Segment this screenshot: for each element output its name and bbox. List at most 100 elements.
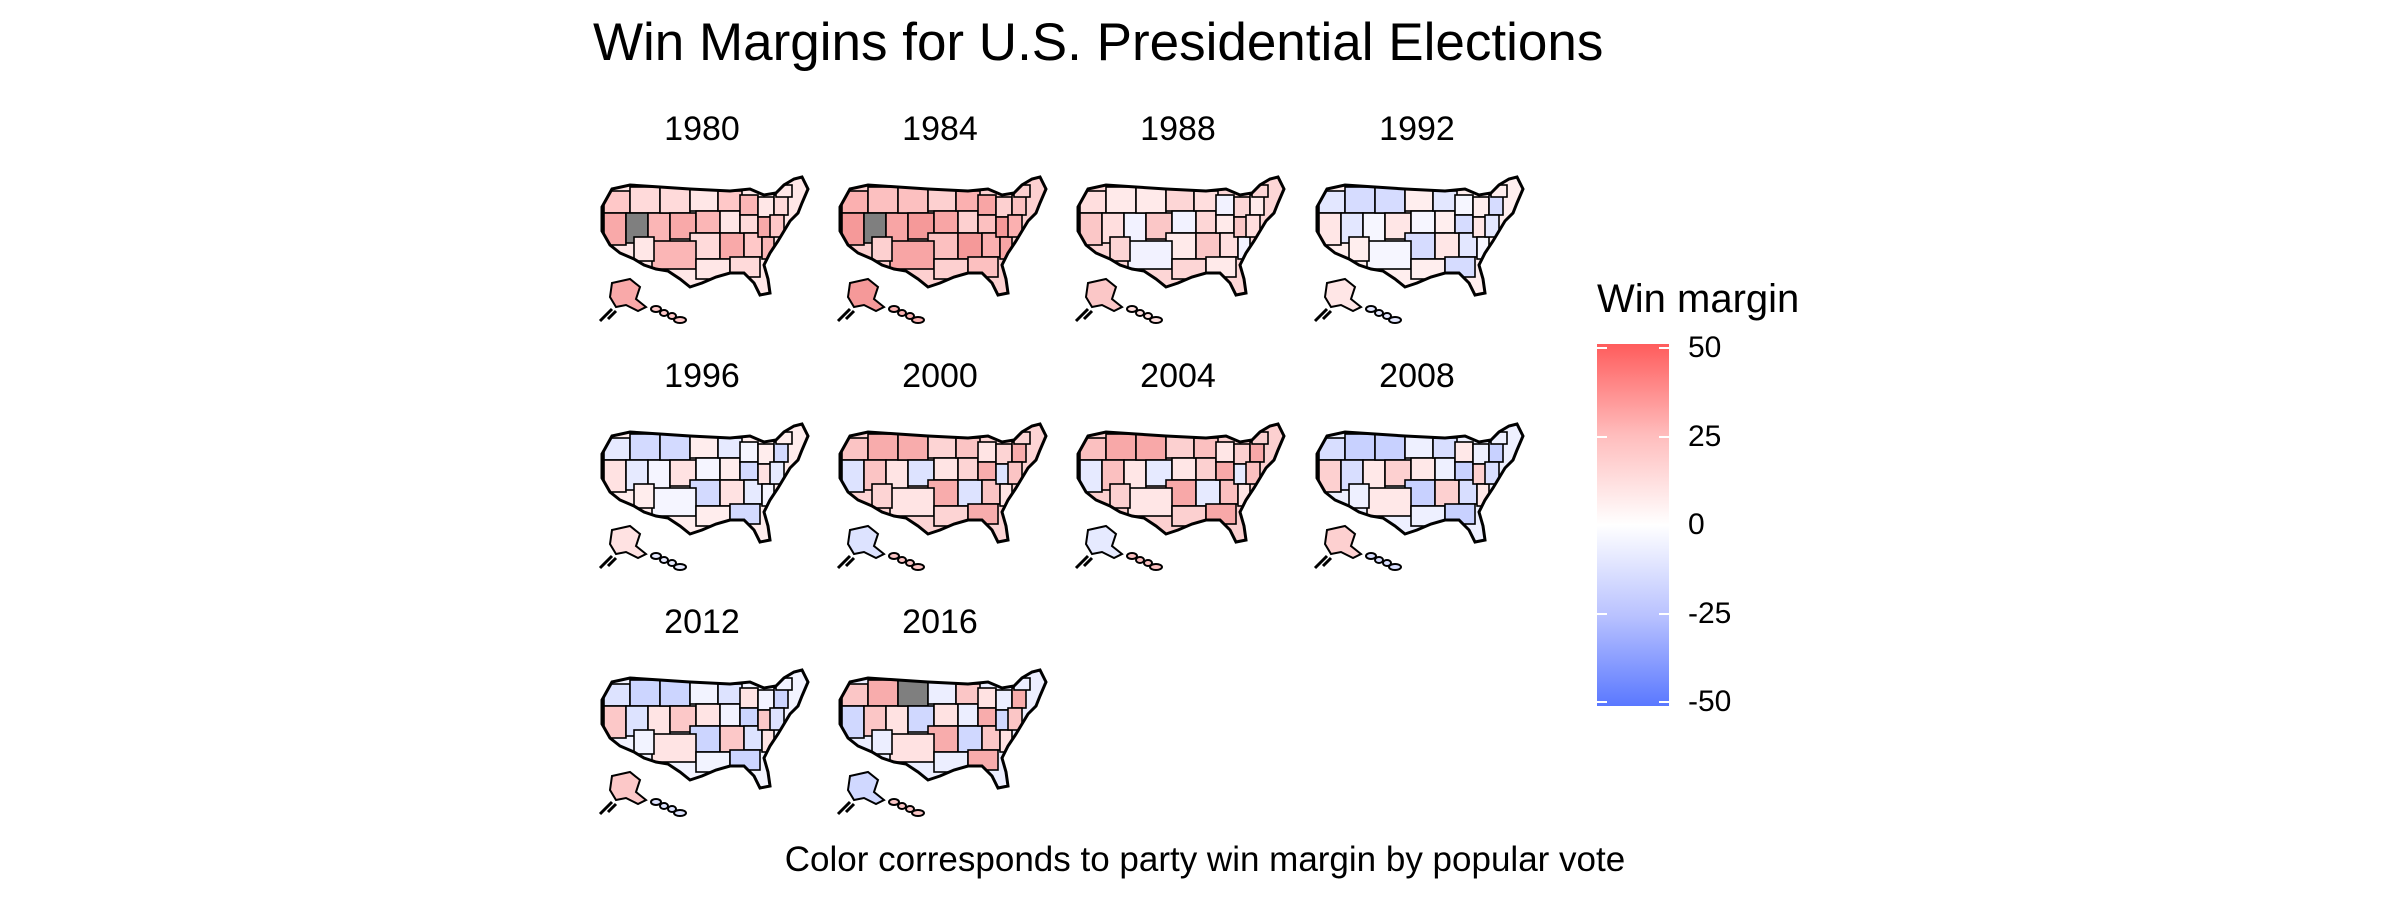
- hawaii-island: [650, 305, 662, 313]
- legend-tick-label: 25: [1688, 419, 1722, 453]
- hawaii-island: [905, 312, 915, 320]
- facet-label: 1988: [1140, 110, 1216, 148]
- facet-label: 2004: [1140, 357, 1216, 395]
- state-region: [927, 188, 957, 212]
- state-region: [1171, 457, 1197, 481]
- state-region: [1215, 461, 1235, 481]
- us-map-2000: [836, 422, 1048, 571]
- state-region: [717, 190, 743, 212]
- state-region: [719, 725, 745, 753]
- state-region: [1127, 487, 1173, 517]
- state-region: [1215, 214, 1235, 234]
- us-map-2008: [1313, 422, 1525, 571]
- hawaii-island: [888, 798, 900, 806]
- us-map-1988: [1074, 175, 1286, 324]
- hawaii-island: [888, 552, 900, 560]
- state-region: [1484, 214, 1500, 238]
- aleutian-islands: [836, 554, 856, 570]
- state-region: [1011, 687, 1027, 709]
- state-region: [897, 186, 929, 214]
- state-region: [739, 461, 759, 481]
- state-region: [1135, 186, 1167, 214]
- state-region: [955, 190, 981, 212]
- state-region: [689, 435, 719, 459]
- hawaii-island: [673, 809, 687, 817]
- hawaii-island: [1143, 312, 1153, 320]
- alaska-region: [608, 524, 648, 560]
- aleutian-islands: [1074, 554, 1094, 570]
- hawaii-island: [659, 802, 669, 810]
- hawaii-island: [1374, 309, 1384, 317]
- alaska-region: [1323, 277, 1363, 313]
- state-region: [1454, 214, 1474, 234]
- state-region: [1472, 443, 1490, 465]
- hawaii-island: [673, 316, 687, 324]
- aleutian-islands: [1313, 554, 1333, 570]
- state-region: [1484, 461, 1500, 485]
- state-region: [871, 483, 893, 509]
- state-region: [773, 194, 789, 216]
- state-region: [1195, 457, 1217, 481]
- state-region: [695, 457, 721, 481]
- state-region: [897, 679, 929, 707]
- state-region: [871, 729, 893, 755]
- state-region: [689, 188, 719, 212]
- hawaii-island: [897, 309, 907, 317]
- state-region: [1011, 194, 1027, 216]
- state-region: [1245, 461, 1261, 485]
- alaska-region: [608, 770, 648, 806]
- facet-label: 2016: [902, 603, 978, 641]
- legend-title: Win margin: [1597, 277, 1800, 321]
- state-region: [1488, 194, 1504, 216]
- state-region: [1374, 433, 1406, 461]
- state-region: [1105, 186, 1137, 214]
- us-map-1992: [1313, 175, 1525, 324]
- legend-colorbar: [1597, 344, 1669, 706]
- state-region: [897, 433, 929, 461]
- alaska-region: [1323, 524, 1363, 560]
- state-region: [739, 707, 759, 727]
- alaska-region: [846, 524, 886, 560]
- hawaii-island: [911, 809, 925, 817]
- state-region: [889, 733, 935, 763]
- state-region: [719, 232, 745, 260]
- hawaii-island: [667, 312, 677, 320]
- state-region: [695, 703, 721, 727]
- facet-label: 1996: [664, 357, 740, 395]
- us-outline: [1315, 175, 1525, 297]
- chart-caption: Color corresponds to party win margin by…: [784, 840, 1626, 879]
- state-region: [1249, 441, 1265, 463]
- state-region: [757, 443, 775, 465]
- state-region: [933, 703, 959, 727]
- state-region: [955, 437, 981, 459]
- state-region: [1171, 210, 1197, 234]
- state-region: [1245, 214, 1261, 238]
- state-region: [1348, 483, 1370, 509]
- state-region: [739, 214, 759, 234]
- state-region: [739, 441, 759, 463]
- facet-label: 2012: [664, 603, 740, 641]
- state-region: [933, 457, 959, 481]
- state-region: [633, 236, 655, 262]
- state-region: [757, 689, 775, 711]
- state-region: [1233, 443, 1251, 465]
- state-region: [1472, 196, 1490, 218]
- alaska-region: [608, 277, 648, 313]
- hawaii-island: [1382, 312, 1392, 320]
- state-region: [1410, 457, 1436, 481]
- us-map-1980: [598, 175, 810, 324]
- state-region: [1195, 232, 1221, 260]
- state-region: [867, 679, 899, 707]
- us-outline: [838, 422, 1048, 544]
- state-region: [1410, 210, 1436, 234]
- state-region: [1193, 190, 1219, 212]
- state-region: [957, 210, 979, 234]
- state-region: [1434, 479, 1460, 507]
- state-region: [867, 186, 899, 214]
- facet-label: 1984: [902, 110, 978, 148]
- us-map-2016: [836, 668, 1048, 817]
- hawaii-island: [905, 805, 915, 813]
- state-region: [651, 733, 697, 763]
- state-region: [629, 433, 661, 461]
